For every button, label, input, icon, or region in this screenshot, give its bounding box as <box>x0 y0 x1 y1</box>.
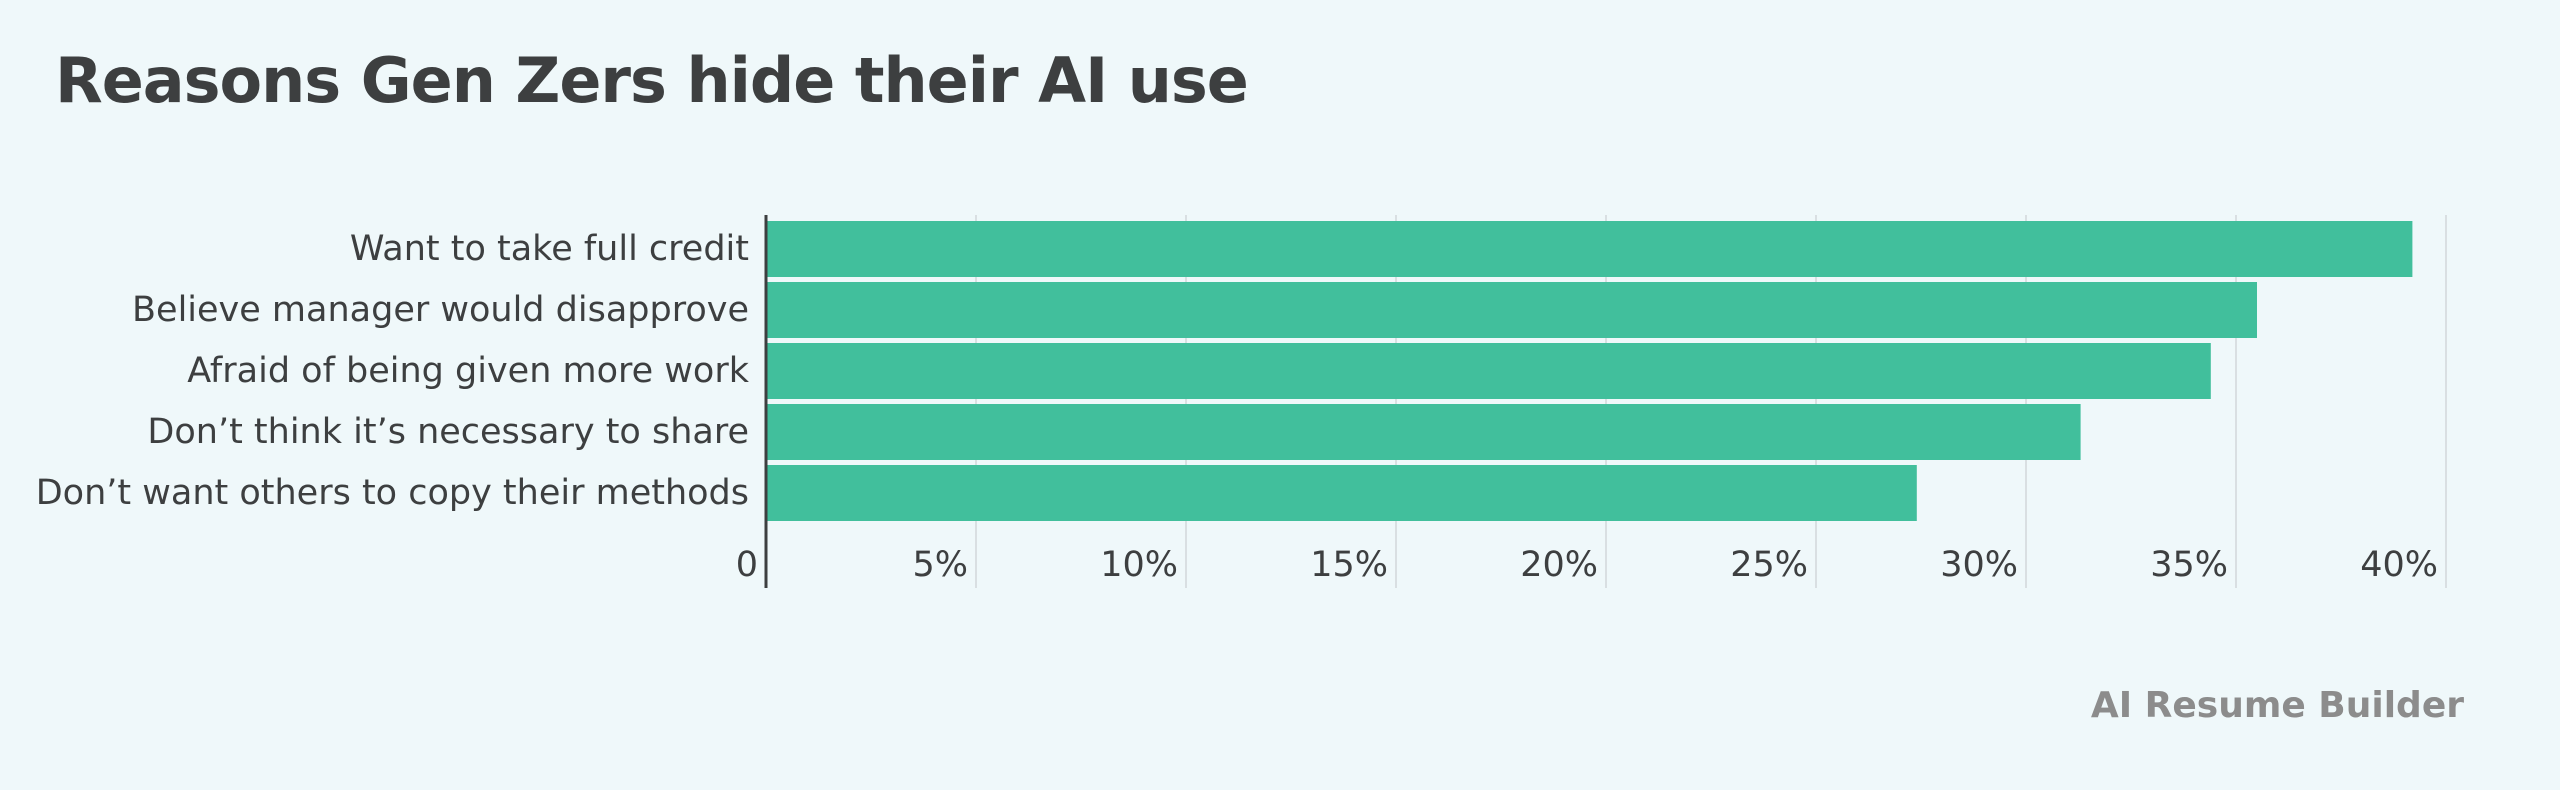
bar-4 <box>766 465 1917 521</box>
bar-2 <box>766 343 2211 399</box>
x-tick-label-6: 30% <box>1940 545 2018 585</box>
x-tick-label-8: 40% <box>2360 545 2438 585</box>
chart-title: Reasons Gen Zers hide their AI use <box>55 44 1249 117</box>
bar-1 <box>766 282 2257 338</box>
source-credit: AI Resume Builder <box>2090 685 2464 726</box>
x-tick-labels: 0 5% 10% 15% 20% 25% 30% 35% 40% <box>736 545 2438 585</box>
category-label-4: Don’t want others to copy their methods <box>36 473 749 513</box>
x-tick-label-4: 20% <box>1520 545 1598 585</box>
category-label-1: Believe manager would disapprove <box>132 290 749 330</box>
category-label-2: Afraid of being given more work <box>187 351 749 391</box>
bars <box>766 221 2413 521</box>
x-tick-label-5: 25% <box>1730 545 1808 585</box>
x-tick-label-3: 15% <box>1310 545 1388 585</box>
x-tick-label-0: 0 <box>736 545 758 585</box>
x-tick-label-2: 10% <box>1100 545 1178 585</box>
category-label-3: Don’t think it’s necessary to share <box>147 412 749 452</box>
category-label-0: Want to take full credit <box>350 229 749 269</box>
category-labels: Want to take full credit Believe manager … <box>36 229 750 513</box>
gridlines <box>975 215 2447 588</box>
x-tick-label-1: 5% <box>912 545 968 585</box>
bar-3 <box>766 404 2081 460</box>
bar-0 <box>766 221 2413 277</box>
x-tick-label-7: 35% <box>2150 545 2228 585</box>
